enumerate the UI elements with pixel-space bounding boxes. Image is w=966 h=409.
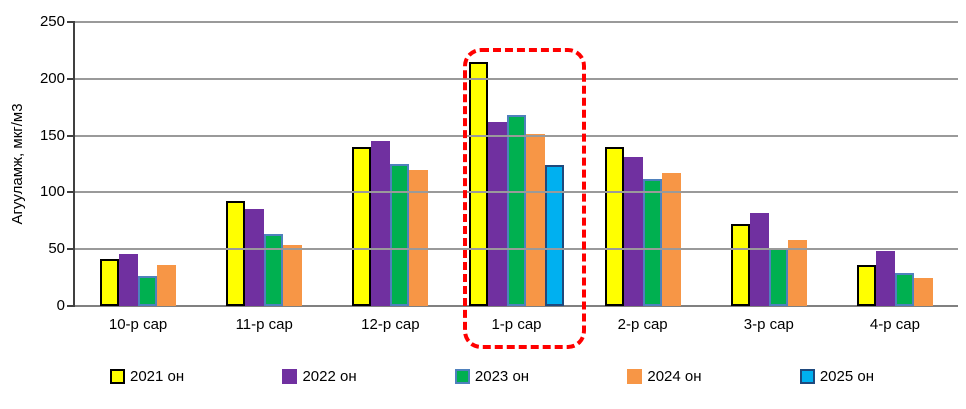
legend-item: 2023 он: [454, 368, 530, 385]
legend-item: 2025 он: [799, 368, 874, 385]
x-axis-label: 11-р сар: [235, 316, 293, 333]
legend-item: 2024 он: [627, 368, 702, 385]
bar: [100, 259, 120, 306]
legend-label: 2022 он: [302, 368, 357, 385]
gridline: [75, 248, 958, 251]
bar: [642, 179, 662, 306]
bar: [604, 147, 624, 306]
legend-label: 2024 он: [647, 368, 702, 385]
y-tick-mark: [67, 305, 75, 307]
bar: [661, 173, 681, 306]
category-group: 4-р сар: [832, 22, 958, 333]
bar: [623, 157, 643, 306]
gridline: [75, 21, 958, 23]
bar-cluster: [327, 141, 453, 306]
bar: [525, 134, 545, 306]
legend-swatch-icon: [454, 369, 470, 384]
x-axis-label: 1-р сар: [491, 316, 542, 333]
gridline: [75, 77, 958, 80]
y-tick-mark: [67, 134, 75, 137]
bar: [138, 276, 158, 306]
legend-swatch-icon: [627, 369, 643, 384]
legend-item: 2022 он: [282, 368, 357, 385]
y-tick-label: 50: [48, 240, 65, 258]
x-axis-label: 2-р сар: [617, 316, 668, 333]
legend: 2021 он 2022 он 2023 он 2024 он 2025 он: [110, 368, 874, 385]
y-tick-label: 250: [39, 13, 65, 30]
bar-cluster: [453, 62, 579, 306]
category-group: 1-р сар: [453, 22, 586, 349]
legend-swatch-icon: [799, 369, 815, 384]
bar: [157, 265, 177, 306]
x-axis-label: 3-р сар: [743, 316, 794, 333]
legend-label: 2023 он: [474, 368, 530, 385]
bar: [390, 164, 410, 306]
y-tick-label: 0: [56, 297, 65, 314]
plot-area: 10-р сар 11-р сар 12-р сар 1-р сар 2-р сар 3-…: [40, 13, 958, 349]
y-tick-mark: [67, 77, 75, 80]
x-axis-label: 10-р сар: [108, 316, 168, 333]
bar: [856, 265, 876, 306]
y-tick-label: 200: [39, 69, 65, 87]
bar: [352, 147, 372, 306]
legend-swatch-icon: [110, 369, 125, 384]
bar: [226, 201, 246, 306]
bar: [283, 245, 303, 306]
bar: [371, 141, 391, 306]
bar: [264, 234, 284, 306]
bar-cluster: [832, 251, 958, 306]
category-groups: 10-р сар 11-р сар 12-р сар 1-р сар 2-р сар 3-…: [75, 22, 958, 349]
bar-cluster: [580, 147, 706, 306]
bar-cluster: [201, 201, 327, 306]
category-group: 3-р сар: [706, 22, 832, 333]
bar: [506, 115, 526, 306]
gridline: [75, 134, 958, 137]
legend-item: 2021 он: [110, 368, 184, 385]
bar: [913, 278, 933, 306]
x-axis-label: 12-р сар: [361, 316, 420, 333]
bar: [544, 165, 564, 306]
bar: [875, 251, 895, 306]
bar: [487, 122, 507, 306]
bar: [787, 240, 807, 306]
bar: [768, 248, 788, 306]
y-tick-label: 150: [39, 126, 65, 144]
bar: [730, 224, 750, 306]
legend-swatch-icon: [282, 369, 298, 384]
gridline: [75, 191, 958, 194]
category-group: 10-р сар: [75, 22, 201, 333]
bar: [119, 254, 139, 306]
category-group: 12-р сар: [327, 22, 453, 333]
bar: [468, 62, 488, 306]
bar: [894, 273, 914, 306]
y-axis-title: Агууламж, мкг/м3: [9, 103, 26, 225]
bar: [749, 213, 769, 306]
legend-label: 2025 он: [819, 368, 874, 385]
bar: [245, 209, 265, 306]
x-axis-label: 4-р сар: [869, 316, 920, 333]
x-axis-line: [75, 305, 958, 307]
y-tick-label: 100: [39, 183, 65, 201]
bar-cluster: [75, 254, 201, 306]
category-group: 11-р сар: [201, 22, 327, 333]
category-group: 2-р сар: [580, 22, 706, 333]
y-tick-mark: [67, 191, 75, 194]
y-axis-line: [73, 21, 75, 307]
bar: [409, 170, 429, 306]
legend-label: 2021 он: [130, 368, 185, 385]
y-tick-mark: [67, 248, 75, 251]
bar-cluster: [706, 213, 832, 306]
y-tick-mark: [67, 21, 75, 23]
